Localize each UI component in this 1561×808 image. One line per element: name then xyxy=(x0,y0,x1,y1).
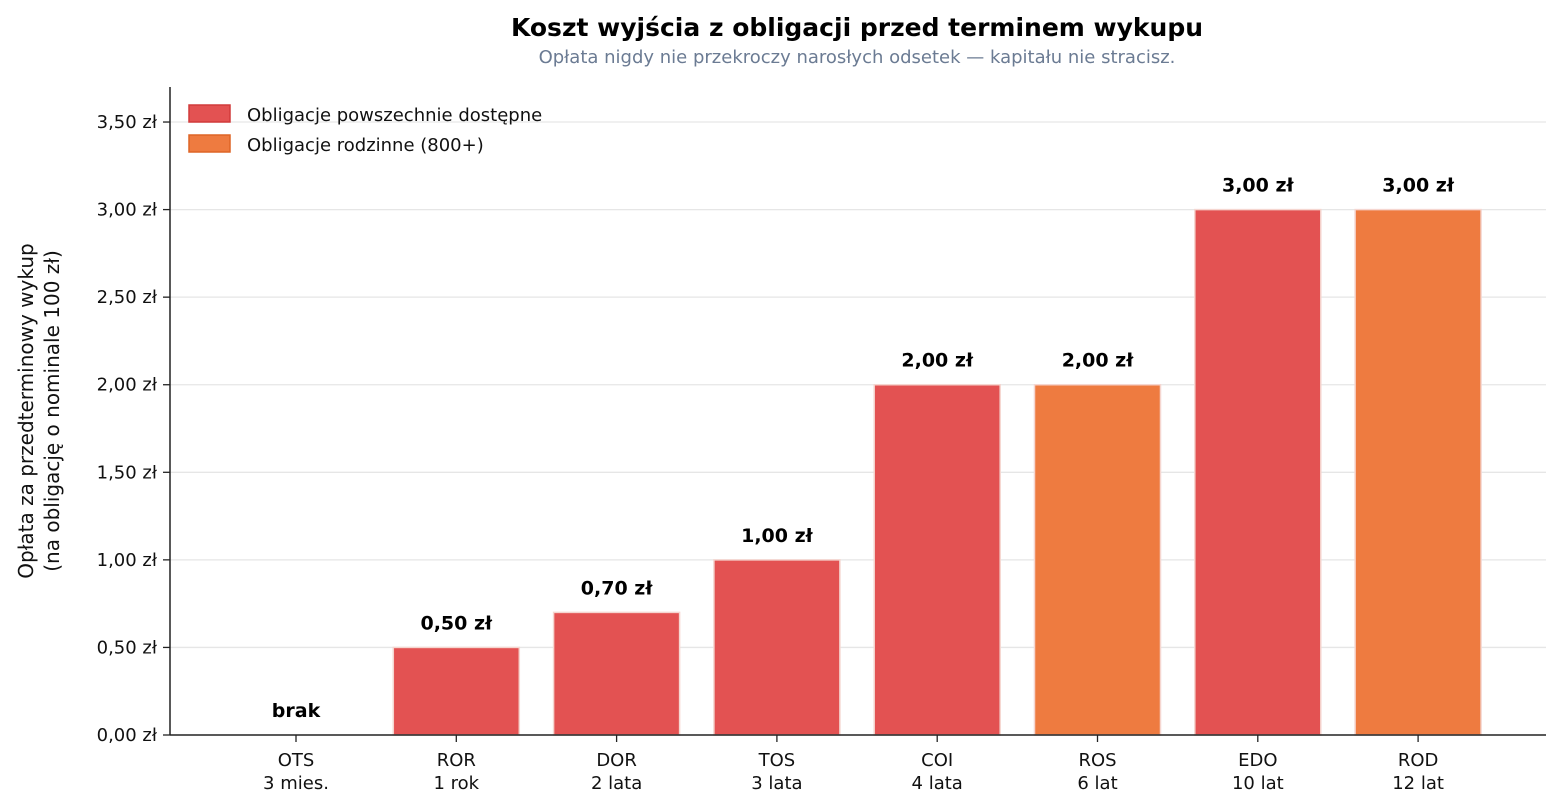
x-tick-label: COI xyxy=(921,750,953,771)
legend-label-series-2: Obligacje rodzinne (800+) xyxy=(247,135,484,156)
bar xyxy=(713,559,841,736)
data-labels: brak 0,50 zł 0,70 zł 1,00 zł 2,00 zł 2,00 zł 3… xyxy=(272,175,1455,722)
y-tick-label: 2,00 zł xyxy=(97,375,158,396)
data-label: 2,00 zł xyxy=(1062,350,1135,372)
y-axis-title-line-1: Opłata za przedterminowy wykup xyxy=(14,243,38,578)
bar xyxy=(392,646,521,736)
bar xyxy=(552,611,681,736)
x-tick-label: EDO xyxy=(1238,750,1277,771)
data-label: brak xyxy=(272,700,321,722)
x-tick-sublabel: 4 lata xyxy=(912,773,963,794)
data-label: 1,00 zł xyxy=(741,525,814,547)
x-tick-label: ROS xyxy=(1078,750,1116,771)
x-tick-sublabel: 3 mies. xyxy=(263,773,329,794)
x-tick-sublabel: 12 lat xyxy=(1392,773,1444,794)
y-tick-label: 1,50 zł xyxy=(97,462,158,483)
axes xyxy=(169,87,1546,736)
x-tick-label: ROD xyxy=(1398,750,1439,771)
data-label: 0,70 zł xyxy=(581,577,654,599)
x-tick-label: TOS xyxy=(758,750,796,771)
y-tick-label: 1,00 zł xyxy=(97,550,158,571)
y-tick-label: 3,00 zł xyxy=(97,200,158,221)
bars xyxy=(392,208,1482,736)
x-tick-sublabel: 3 lata xyxy=(751,773,802,794)
chart-subtitle: Opłata nigdy nie przekroczy narosłych od… xyxy=(539,47,1176,68)
data-label: 3,00 zł xyxy=(1382,175,1455,197)
y-tick-label: 0,00 zł xyxy=(97,725,158,746)
data-label: 2,00 zł xyxy=(901,350,974,372)
x-tick-sublabel: 2 lata xyxy=(591,773,642,794)
x-tick-sublabel: 1 rok xyxy=(433,773,479,794)
bar xyxy=(1354,208,1482,736)
bar xyxy=(1033,383,1162,736)
bar xyxy=(873,383,1001,736)
y-axis-title: Opłata za przedterminowy wykup (na oblig… xyxy=(14,243,64,578)
y-axis-title-line-2: (na obligację o nominale 100 zł) xyxy=(40,250,64,572)
legend: Obligacje powszechnie dostępne Obligacje… xyxy=(188,104,542,156)
x-tick-sublabel: 10 lat xyxy=(1232,773,1284,794)
x-tick-label: ROR xyxy=(437,750,476,771)
x-tick-sublabel: 6 lat xyxy=(1077,773,1117,794)
y-tick-label: 0,50 zł xyxy=(97,637,158,658)
y-tick-label: 3,50 zł xyxy=(97,112,158,133)
data-label: 0,50 zł xyxy=(420,612,493,634)
bar xyxy=(1194,208,1322,736)
y-ticks: 0,00 zł 0,50 zł 1,00 zł 1,50 zł 2,00 zł 2,50 … xyxy=(97,112,170,746)
chart-title: Koszt wyjścia z obligacji przed terminem… xyxy=(511,13,1203,42)
gridlines xyxy=(170,121,1546,649)
legend-swatch-series-1 xyxy=(188,104,231,123)
y-tick-label: 2,50 zł xyxy=(97,287,158,308)
legend-label-series-1: Obligacje powszechnie dostępne xyxy=(247,105,542,126)
legend-swatch-series-2 xyxy=(188,134,231,153)
x-tick-label: DOR xyxy=(596,750,637,771)
data-label: 3,00 zł xyxy=(1222,175,1295,197)
x-tick-label: OTS xyxy=(278,750,315,771)
